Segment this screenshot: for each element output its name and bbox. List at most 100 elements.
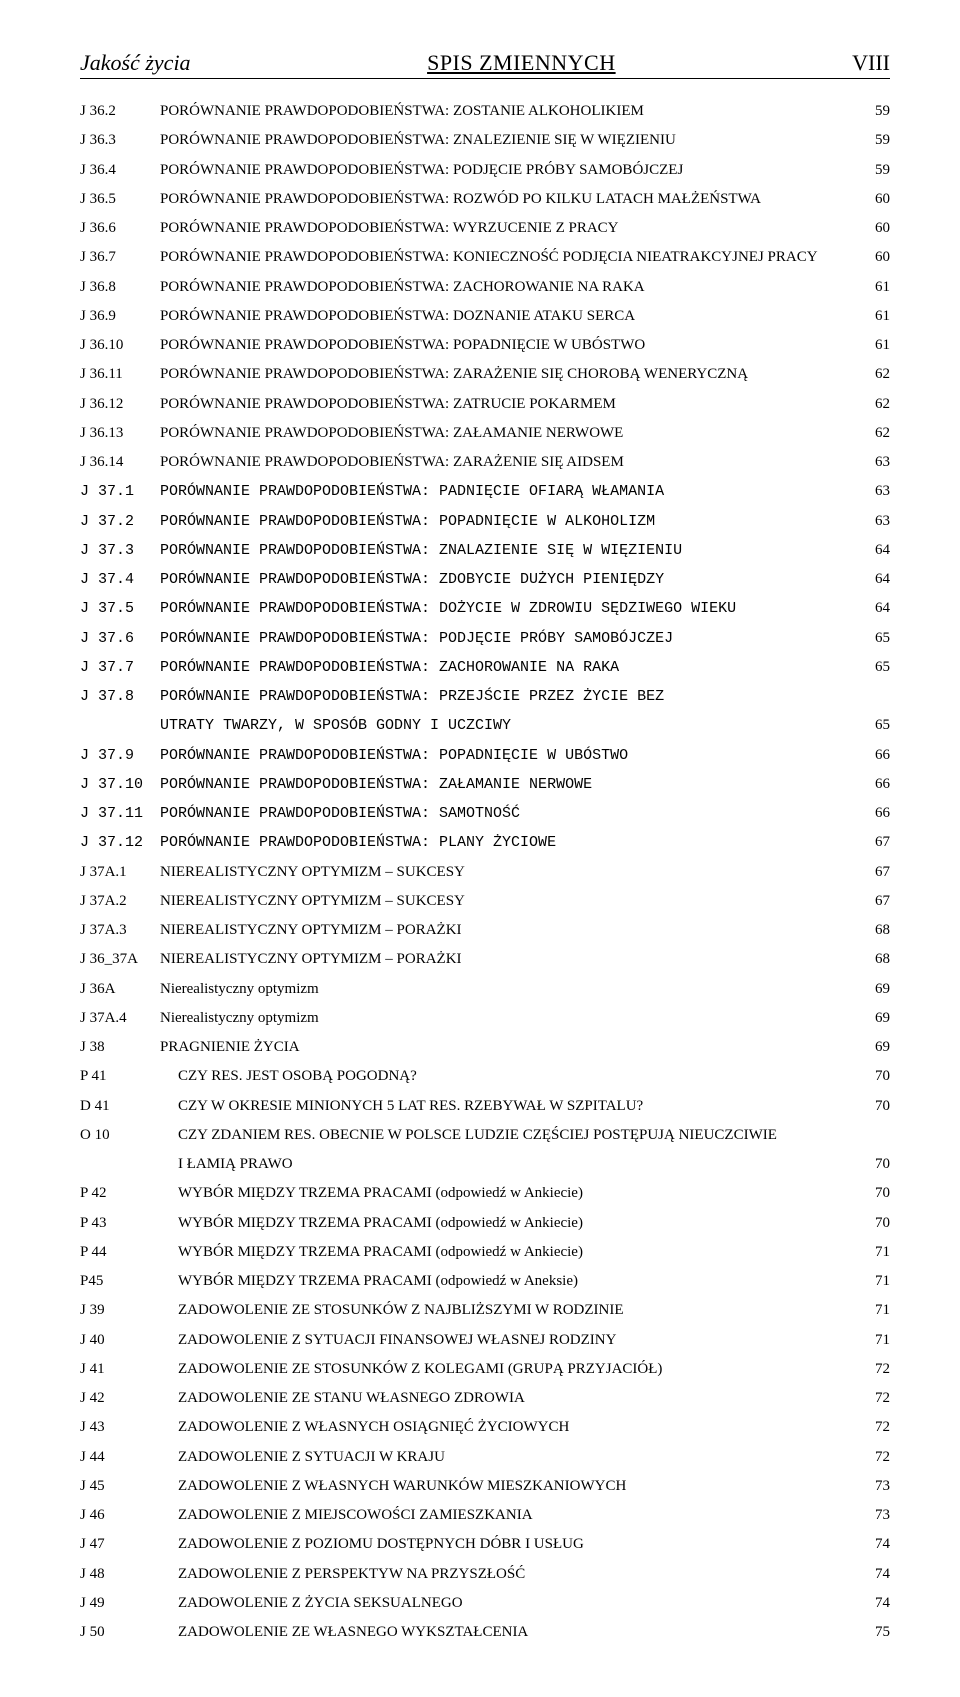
toc-code: J 36.4: [80, 156, 160, 185]
toc-page-number: 60: [862, 214, 890, 243]
toc-description: PORÓWNANIE PRAWDOPODOBIEŃSTWA: ZARAŻENIE…: [160, 448, 862, 477]
toc-code: J 39: [80, 1296, 160, 1325]
toc-page-number: 72: [862, 1413, 890, 1442]
toc-description: PORÓWNANIE PRAWDOPODOBIEŃSTWA: KONIECZNO…: [160, 243, 862, 272]
toc-row: P 42WYBÓR MIĘDZY TRZEMA PRACAMI (odpowie…: [80, 1179, 890, 1208]
toc-row: J 37.6PORÓWNANIE PRAWDOPODOBIEŃSTWA: POD…: [80, 624, 890, 653]
toc-page-number: 71: [862, 1267, 890, 1296]
toc-code: J 36.10: [80, 331, 160, 360]
page-header: Jakość życia SPIS ZMIENNYCH VIII: [80, 50, 890, 79]
toc-page-number: 67: [862, 887, 890, 916]
toc-page-number: 66: [862, 770, 890, 799]
toc-description: WYBÓR MIĘDZY TRZEMA PRACAMI (odpowiedź w…: [160, 1267, 862, 1296]
toc-page-number: 61: [862, 273, 890, 302]
toc-description: PORÓWNANIE PRAWDOPODOBIEŃSTWA: ZACHOROWA…: [160, 273, 862, 302]
toc-description: PORÓWNANIE PRAWDOPODOBIEŃSTWA: DOZNANIE …: [160, 302, 862, 331]
toc-code: J 37.1: [80, 477, 160, 506]
toc-page-number: 68: [862, 916, 890, 945]
toc-code: J 36.9: [80, 302, 160, 331]
toc-row: J 36.4PORÓWNANIE PRAWDOPODOBIEŃSTWA: POD…: [80, 156, 890, 185]
toc-description: ZADOWOLENIE ZE STOSUNKÓW Z NAJBLIŻSZYMI …: [160, 1296, 862, 1325]
toc-row: J 37.1PORÓWNANIE PRAWDOPODOBIEŃSTWA: PAD…: [80, 477, 890, 506]
toc-page-number: 74: [862, 1530, 890, 1559]
toc-page-number: 61: [862, 331, 890, 360]
toc-row: J 37.10PORÓWNANIE PRAWDOPODOBIEŃSTWA: ZA…: [80, 770, 890, 799]
toc-description: Nierealistyczny optymizm: [160, 1004, 862, 1033]
toc-page-number: 74: [862, 1560, 890, 1589]
toc-page-number: 65: [862, 653, 890, 682]
toc-row: J 44ZADOWOLENIE Z SYTUACJI W KRAJU72: [80, 1443, 890, 1472]
toc-row: J 36ANierealistyczny optymizm69: [80, 975, 890, 1004]
toc-code: J 49: [80, 1589, 160, 1618]
toc-description: ZADOWOLENIE ZE WŁASNEGO WYKSZTAŁCENIA: [160, 1618, 862, 1647]
toc-description: CZY W OKRESIE MINIONYCH 5 LAT RES. RZEBY…: [160, 1092, 862, 1121]
toc-page-number: 69: [862, 975, 890, 1004]
toc-row: J 36.2PORÓWNANIE PRAWDOPODOBIEŃSTWA: ZOS…: [80, 97, 890, 126]
toc-row: J 36.3PORÓWNANIE PRAWDOPODOBIEŃSTWA: ZNA…: [80, 126, 890, 155]
toc-description: PORÓWNANIE PRAWDOPODOBIEŃSTWA: SAMOTNOŚĆ: [160, 799, 862, 828]
toc-page-number: 73: [862, 1472, 890, 1501]
toc-description: I ŁAMIĄ PRAWO: [160, 1150, 862, 1179]
toc-code: J 41: [80, 1355, 160, 1384]
toc-row: J 41ZADOWOLENIE ZE STOSUNKÓW Z KOLEGAMI …: [80, 1355, 890, 1384]
toc-code: J 36.11: [80, 360, 160, 389]
toc-code: J 37.12: [80, 828, 160, 857]
toc-page-number: 66: [862, 799, 890, 828]
toc-code: J 37.9: [80, 741, 160, 770]
toc-row: J 39ZADOWOLENIE ZE STOSUNKÓW Z NAJBLIŻSZ…: [80, 1296, 890, 1325]
toc-row: P 44WYBÓR MIĘDZY TRZEMA PRACAMI (odpowie…: [80, 1238, 890, 1267]
toc-code: J 40: [80, 1326, 160, 1355]
toc-description: PORÓWNANIE PRAWDOPODOBIEŃSTWA: DOŻYCIE W…: [160, 594, 862, 623]
toc-row: J 37A.1NIEREALISTYCZNY OPTYMIZM – SUKCES…: [80, 858, 890, 887]
toc-code: J 36A: [80, 975, 160, 1004]
toc-page-number: 71: [862, 1296, 890, 1325]
toc-code: P 44: [80, 1238, 160, 1267]
toc-description: ZADOWOLENIE ZE STOSUNKÓW Z KOLEGAMI (GRU…: [160, 1355, 862, 1384]
toc-page-number: 64: [862, 565, 890, 594]
toc-row: J 36.6PORÓWNANIE PRAWDOPODOBIEŃSTWA: WYR…: [80, 214, 890, 243]
toc-page-number: 69: [862, 1004, 890, 1033]
toc-page-number: 72: [862, 1384, 890, 1413]
toc-code: J 37A.4: [80, 1004, 160, 1033]
toc-row: J 37.4PORÓWNANIE PRAWDOPODOBIEŃSTWA: ZDO…: [80, 565, 890, 594]
toc-code: J 37.3: [80, 536, 160, 565]
toc-page-number: 65: [862, 711, 890, 740]
toc-page-number: 74: [862, 1589, 890, 1618]
toc-page-number: 70: [862, 1062, 890, 1091]
toc-page-number: 71: [862, 1326, 890, 1355]
toc-code: J 43: [80, 1413, 160, 1442]
toc-description: WYBÓR MIĘDZY TRZEMA PRACAMI (odpowiedź w…: [160, 1238, 862, 1267]
toc-row: xUTRATY TWARZY, W SPOSÓB GODNY I UCZCIWY…: [80, 711, 890, 740]
toc-description: PORÓWNANIE PRAWDOPODOBIEŃSTWA: POPADNIĘC…: [160, 331, 862, 360]
toc-description: PORÓWNANIE PRAWDOPODOBIEŃSTWA: ZATRUCIE …: [160, 390, 862, 419]
toc-row: J 42ZADOWOLENIE ZE STANU WŁASNEGO ZDROWI…: [80, 1384, 890, 1413]
toc-code: J 36.3: [80, 126, 160, 155]
toc-row: J 49ZADOWOLENIE Z ŻYCIA SEKSUALNEGO74: [80, 1589, 890, 1618]
toc-row: J 38PRAGNIENIE ŻYCIA69: [80, 1033, 890, 1062]
toc-description: PORÓWNANIE PRAWDOPODOBIEŃSTWA: ROZWÓD PO…: [160, 185, 862, 214]
toc-description: PORÓWNANIE PRAWDOPODOBIEŃSTWA: ZARAŻENIE…: [160, 360, 862, 389]
toc-page-number: 68: [862, 945, 890, 974]
toc-description: PORÓWNANIE PRAWDOPODOBIEŃSTWA: PODJĘCIE …: [160, 156, 862, 185]
toc-page-number: 59: [862, 97, 890, 126]
toc-description: NIEREALISTYCZNY OPTYMIZM – SUKCESY: [160, 887, 862, 916]
toc-description: ZADOWOLENIE Z WŁASNYCH WARUNKÓW MIESZKAN…: [160, 1472, 862, 1501]
toc-code: J 47: [80, 1530, 160, 1559]
toc-description: PORÓWNANIE PRAWDOPODOBIEŃSTWA: PLANY ŻYC…: [160, 828, 862, 857]
toc-row: J 37.7PORÓWNANIE PRAWDOPODOBIEŃSTWA: ZAC…: [80, 653, 890, 682]
toc-page-number: 72: [862, 1443, 890, 1472]
toc-description: PORÓWNANIE PRAWDOPODOBIEŃSTWA: ZDOBYCIE …: [160, 565, 862, 594]
toc-page-number: 70: [862, 1092, 890, 1121]
toc-page-number: 70: [862, 1179, 890, 1208]
toc-row: J 45ZADOWOLENIE Z WŁASNYCH WARUNKÓW MIES…: [80, 1472, 890, 1501]
toc-row: J 50ZADOWOLENIE ZE WŁASNEGO WYKSZTAŁCENI…: [80, 1618, 890, 1647]
toc-code: J 36.13: [80, 419, 160, 448]
toc-code: J 36.5: [80, 185, 160, 214]
toc-page-number: 75: [862, 1618, 890, 1647]
toc-code: J 37.2: [80, 507, 160, 536]
toc-description: PORÓWNANIE PRAWDOPODOBIEŃSTWA: POPADNIĘC…: [160, 741, 862, 770]
toc-description: PRAGNIENIE ŻYCIA: [160, 1033, 862, 1062]
toc-row: J 43ZADOWOLENIE Z WŁASNYCH OSIĄGNIĘĆ ŻYC…: [80, 1413, 890, 1442]
toc-description: ZADOWOLENIE ZE STANU WŁASNEGO ZDROWIA: [160, 1384, 862, 1413]
toc-page-number: 67: [862, 858, 890, 887]
